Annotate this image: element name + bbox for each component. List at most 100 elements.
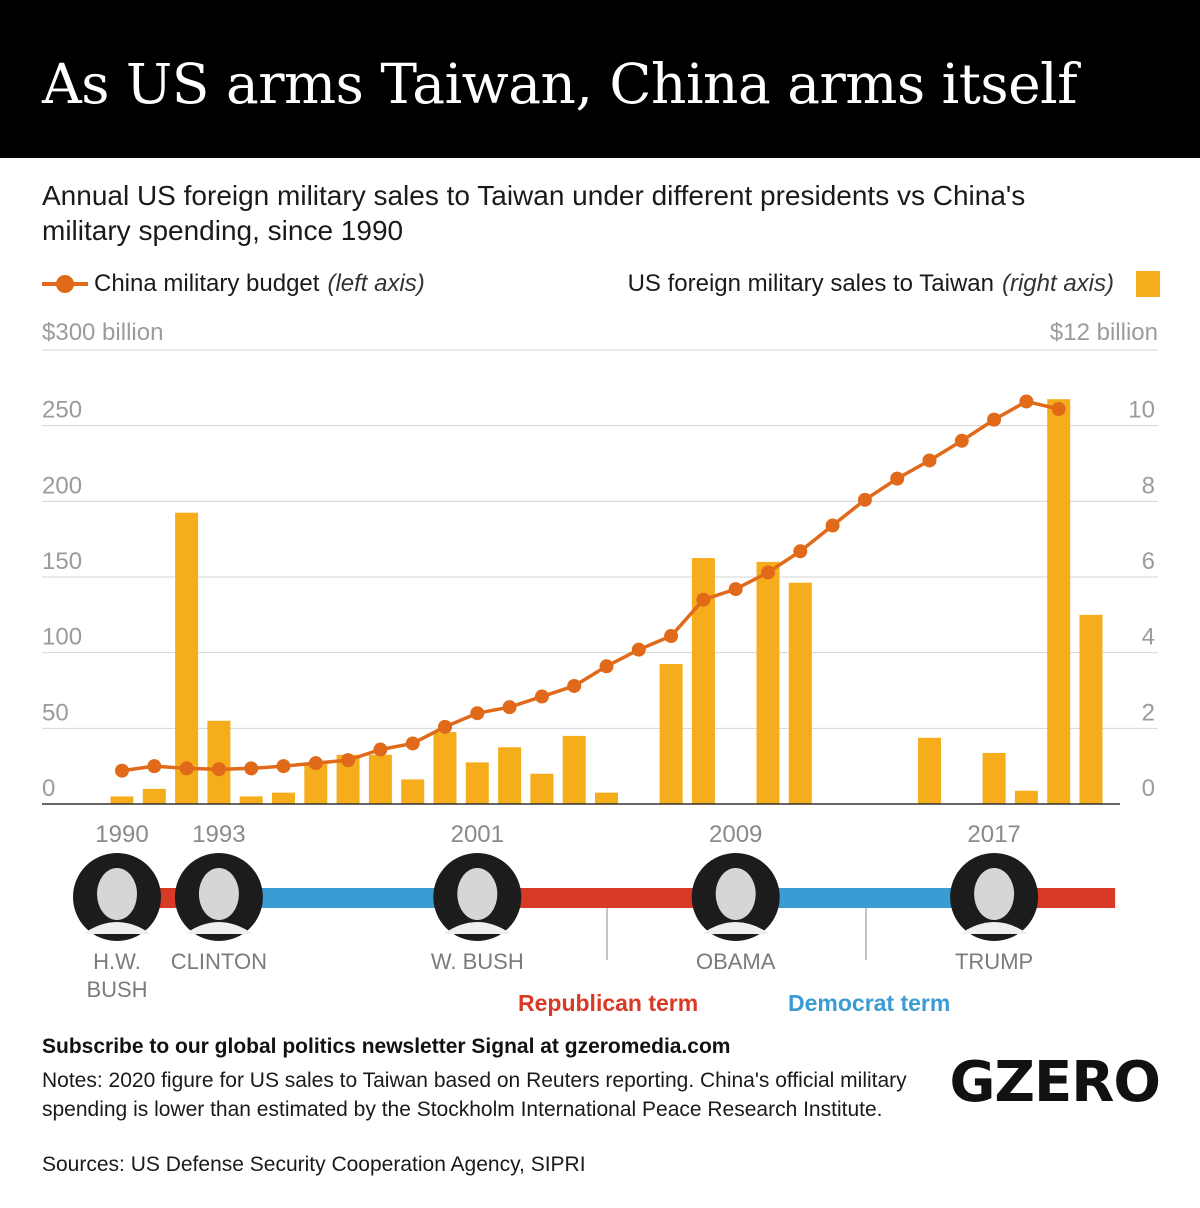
year-tick-label: 2001 [451,821,504,848]
year-tick-label: 2009 [709,821,762,848]
legend-us-axis-note: (right axis) [1001,270,1114,297]
china-budget-point [438,719,452,734]
china-budget-point [987,412,1002,427]
bar [368,754,392,804]
portrait-w-bush [433,853,522,941]
chart-subtitle: Annual US foreign military sales to Taiw… [42,180,1026,246]
bar [659,664,683,804]
bar [756,561,780,804]
china-budget-point [599,659,614,674]
bar [788,582,812,804]
china-budget-line [121,399,1060,773]
sources-text: Sources: US Defense Security Cooperation… [42,1153,586,1176]
legend-china-label: China military budget [94,270,320,297]
right-axis-tick: 4 [1142,624,1155,651]
china-budget-point [147,759,162,774]
china-budget-point [470,706,485,721]
china-budget-point [728,582,743,597]
china-budget-point [179,761,194,776]
china-budget-point [308,756,323,771]
right-axis-tick: 6 [1142,548,1155,575]
left-axis-tick: 150 [42,548,82,575]
left-axis-tick: 0 [42,775,55,802]
bar [239,796,263,804]
right-axis-top-label: $12 billion [1050,319,1158,346]
legend-us-label: US foreign military sales to Taiwan [627,270,994,297]
notes-text: Notes: 2020 figure for US sales to Taiwa… [42,1069,907,1121]
bar [1079,614,1103,804]
president-label: CLINTON [170,949,267,974]
left-axis-tick: 250 [42,397,82,424]
portrait-h-w-bush [73,853,161,941]
democrat-term-bar [727,888,986,908]
bar-swatch-icon [1136,271,1160,297]
china-budget-point [276,759,291,774]
legend-us: US foreign military sales to Taiwan (rig… [628,268,1160,300]
left-axis-top-label: $300 billion [42,319,163,346]
bar [304,762,328,804]
bar [982,752,1006,804]
bar [142,788,166,804]
china-budget-point [502,700,517,715]
china-budget-point [825,518,840,533]
president-label: OBAMA [695,949,776,974]
china-budget-point [244,761,259,776]
line-marker-icon [42,274,88,294]
bar [272,792,295,804]
page-title: As US arms Taiwan, China arms itself [42,52,1078,116]
china-budget-point [341,753,356,768]
portrait-obama [691,853,780,941]
year-tick-label: 1990 [95,821,148,848]
president-label: TRUMP [954,949,1034,974]
portrait-clinton [174,853,263,941]
legend-china-axis-note: (left axis) [327,270,425,297]
china-budget-point [534,689,549,704]
china-budget-point [761,565,775,580]
china-budget-point [890,471,905,486]
china-budget-point [664,629,679,644]
chart: $300 billion $12 billion25020015010050010… [42,319,1158,848]
china-budget-point [1051,402,1066,417]
gzero-logo: GZERO [949,1050,1161,1115]
china-budget-point [696,592,711,607]
china-budget-point [1019,394,1034,409]
bar [691,558,715,804]
china-budget-point [373,742,388,757]
democrat-term-bar [210,888,470,908]
republican-term-bar [469,888,728,908]
right-axis-tick: 8 [1142,472,1155,499]
bar [1047,399,1071,804]
bar [401,779,425,804]
bar [595,792,618,804]
bar [918,737,941,804]
china-budget-point [631,642,646,657]
year-tick-label: 2017 [967,821,1020,848]
newsletter-text: Subscribe to our global politics newslet… [42,1035,731,1058]
china-budget-point [922,453,937,468]
title-banner: As US arms Taiwan, China arms itself [0,0,1200,158]
bar [562,735,586,804]
bar [530,773,554,804]
china-budget-point [954,433,969,448]
bar [433,732,457,804]
bar [336,754,360,804]
president-label: H.W. BUSH [86,949,148,1002]
portrait-trump [950,853,1039,941]
year-tick-label: 1993 [192,821,245,848]
bar [498,747,522,804]
china-budget-point [857,492,872,507]
legend-china: China military budget (left axis) [42,268,425,300]
left-axis-tick: 200 [42,472,82,499]
china-budget-point [567,678,582,693]
china-budget-point [115,763,129,778]
right-axis-tick: 2 [1142,699,1155,726]
left-axis-tick: 50 [42,699,69,726]
bar [110,796,134,804]
left-axis-tick: 100 [42,624,82,651]
china-budget-point [405,736,420,751]
president-timeline [73,853,1116,960]
bar [465,762,489,804]
republican-term-label: Republican term [518,990,699,1016]
china-budget-point [211,762,226,777]
china-budget-point [793,544,808,559]
